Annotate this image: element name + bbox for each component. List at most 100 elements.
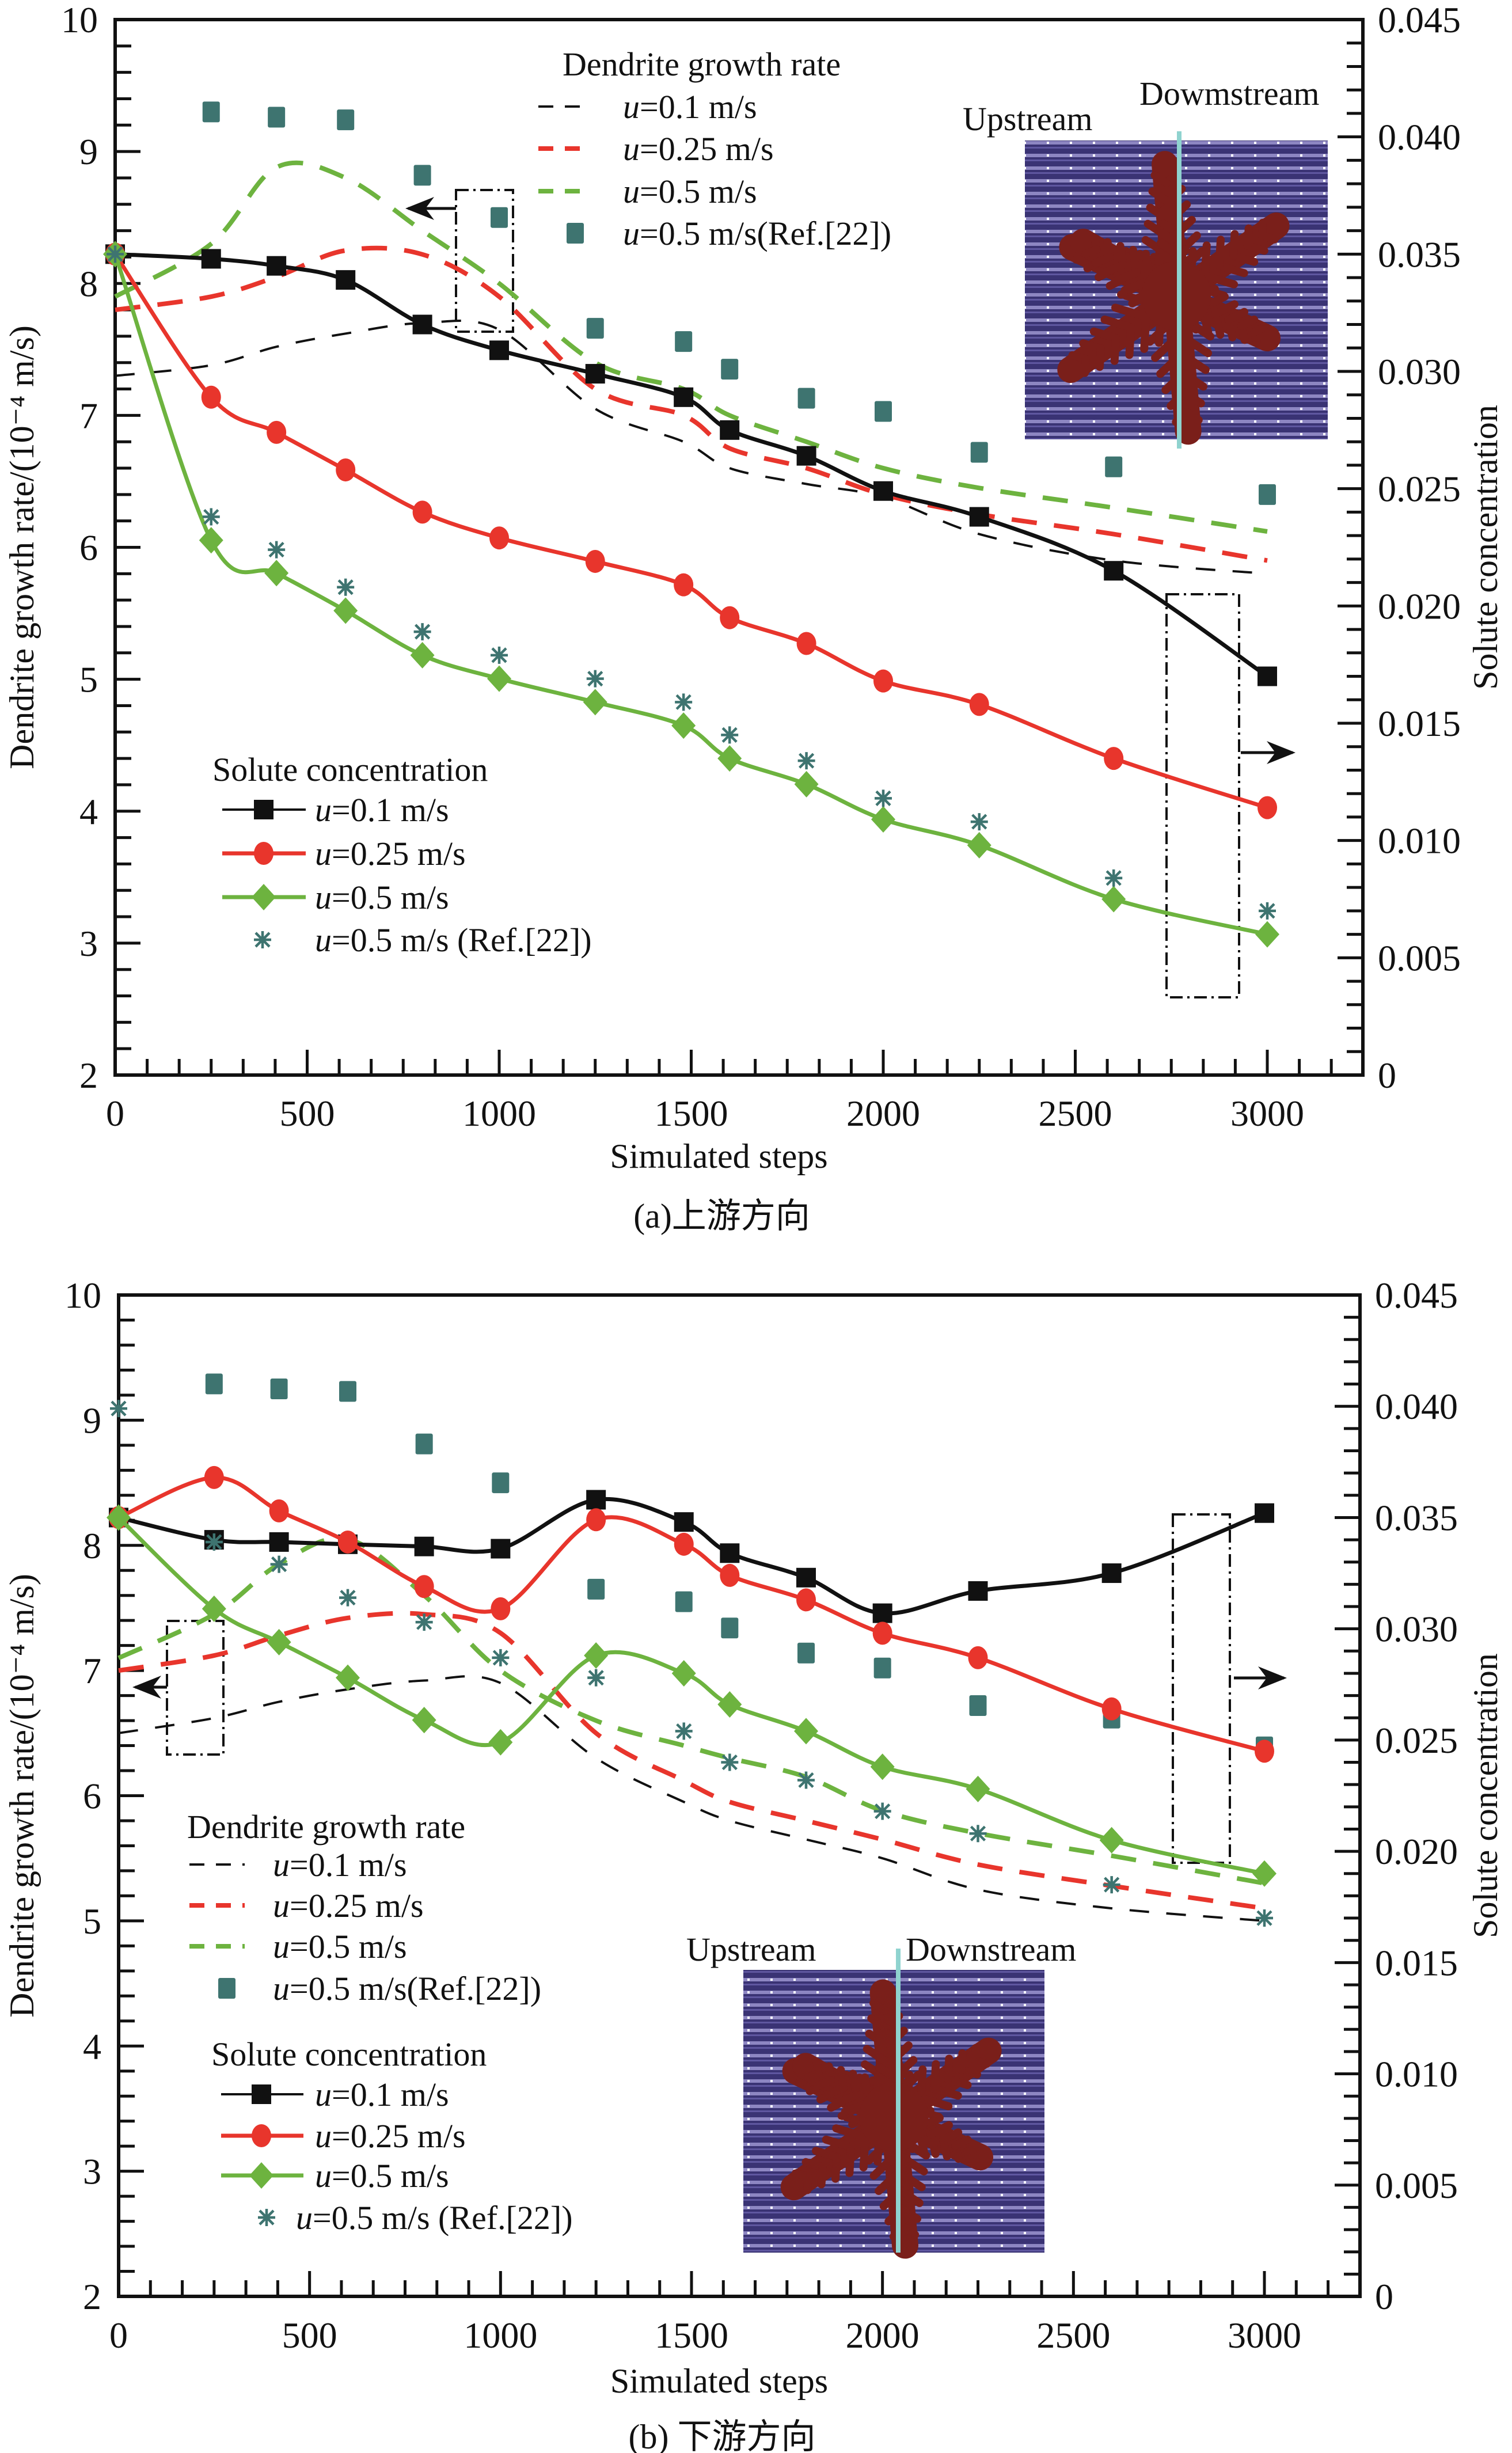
solute-point <box>796 632 816 655</box>
panel-b-downstream: 0 500 1000 1500 2000 2500 3000 2 3 4 5 6 7 8 9 10 0 0.005… <box>3 1275 1505 2453</box>
solute-point <box>968 1646 988 1669</box>
legend-growth-entry: u=0.5 m/s(Ref.[22]) <box>623 215 891 252</box>
solute-point <box>1259 902 1276 920</box>
x-tick-label: 1500 <box>655 1093 728 1134</box>
dendrite-branch <box>877 2045 892 2057</box>
growth-series-2 <box>114 160 1268 534</box>
solute-line <box>117 1475 1265 1753</box>
dendrite-branch <box>1101 261 1127 276</box>
solute-point <box>414 1536 434 1556</box>
y-left-tick-label: 4 <box>83 2026 101 2067</box>
growth-rate-line <box>118 1675 1265 1922</box>
solute-point <box>796 1588 816 1612</box>
legend-growth-entry: u=0.5 m/s(Ref.[22]) <box>273 1970 541 2007</box>
dendrite-branch <box>1177 350 1210 374</box>
solute-point <box>873 481 893 501</box>
growth-ref-point <box>875 401 892 422</box>
growth-rate-line <box>117 1536 1265 1886</box>
solute-point <box>966 1775 990 1802</box>
solute-point <box>797 1771 815 1789</box>
solute-point <box>110 1400 127 1418</box>
y-left-tick-label: 5 <box>83 1901 101 1942</box>
y-left-tick-label: 7 <box>79 395 98 436</box>
y-left-tick-label: 2 <box>79 1055 98 1096</box>
x-tick-label: 3000 <box>1228 2315 1301 2356</box>
y-left-tick-label: 7 <box>83 1650 101 1691</box>
y-right-tick-label: 0.040 <box>1375 1386 1458 1427</box>
legend-ref-square-icon <box>567 223 584 244</box>
solute-callout-box <box>1165 593 1240 998</box>
solute-point <box>796 1567 816 1588</box>
y-right-tick-label: 0.040 <box>1378 117 1461 158</box>
solute-point <box>674 387 694 407</box>
dendrite-branch <box>1258 218 1267 240</box>
y-right-axis-title: Solute concentration <box>1467 405 1505 690</box>
solute-point <box>969 693 989 716</box>
dendrite-branch <box>1095 344 1105 371</box>
legend-growth-entry: u=0.5 m/s <box>623 173 757 210</box>
solute-point <box>414 1575 434 1598</box>
solute-point <box>1104 747 1124 770</box>
dendrite-branch <box>896 2186 924 2207</box>
dendrite-branch <box>899 2223 920 2239</box>
solute-point <box>1101 886 1126 913</box>
y-right-tick-label: 0.025 <box>1378 469 1461 510</box>
solute-point <box>201 249 221 269</box>
solute-point <box>205 1533 223 1551</box>
upstream-label: Upstream <box>963 100 1093 138</box>
solute-point <box>270 1555 288 1573</box>
legend-growth-title: Dendrite growth rate <box>563 45 841 83</box>
x-tick-label: 1000 <box>464 2315 537 2356</box>
solute-point <box>339 1589 356 1607</box>
dendrite-branch <box>867 2014 891 2033</box>
dendrite-branch <box>1211 300 1239 318</box>
y-right-tick-label: 0.015 <box>1375 1942 1458 1983</box>
legend-square-icon <box>252 2084 271 2104</box>
solute-point <box>970 813 988 831</box>
solute-point <box>267 1628 291 1655</box>
growth-series-0 <box>115 319 1268 575</box>
dendrite-branch <box>845 2143 856 2177</box>
legend-growth-entry: u=0.25 m/s <box>623 130 774 168</box>
solute-point <box>336 1664 360 1691</box>
growth-ref-point <box>969 1695 987 1716</box>
solute-point <box>873 1802 891 1820</box>
dendrite-branch <box>917 2094 953 2110</box>
legend-solute-title: Solute concentration <box>211 2036 487 2073</box>
dendrite-branch <box>1237 316 1259 331</box>
dendrite-branch <box>832 2124 869 2141</box>
solute-series-2 <box>107 1504 1277 1887</box>
y-left-tick-label: 10 <box>64 1275 101 1316</box>
solute-point <box>489 340 509 360</box>
solute-point <box>1103 1876 1120 1894</box>
solute-point <box>491 1597 511 1620</box>
dendrite-branch <box>951 2135 972 2150</box>
solute-point <box>336 270 356 290</box>
y-left-tick-label: 2 <box>83 2276 101 2317</box>
solute-point <box>491 646 508 664</box>
solute-point <box>202 508 220 526</box>
x-tick-label: 2500 <box>1036 2315 1110 2356</box>
solute-point <box>413 623 431 641</box>
solute-point <box>969 507 989 527</box>
dendrite-branch <box>1155 248 1177 267</box>
dendrite-branch <box>1243 224 1253 250</box>
dendrite-branch <box>822 2083 848 2099</box>
panel-caption: (a)上游方向 <box>633 1197 810 1235</box>
dendrite-branch <box>1081 245 1101 258</box>
legend-ref-square-icon <box>218 1978 235 1999</box>
legend-solute-entry: u=0.5 m/s (Ref.[22]) <box>296 2199 573 2236</box>
y-right-tick-label: 0.005 <box>1375 2165 1458 2206</box>
y-left-tick-label: 10 <box>61 0 98 40</box>
growth-series-1 <box>118 1611 1265 1911</box>
solute-point <box>488 1729 513 1756</box>
y-left-tick-label: 8 <box>83 1525 101 1566</box>
dendrite-branch <box>1125 323 1135 359</box>
y-right-tick-label: 0.015 <box>1378 703 1461 744</box>
solute-point <box>674 573 694 597</box>
solute-point <box>721 1753 739 1771</box>
dendrite-branch <box>894 2168 926 2192</box>
legend-solute-entry: u=0.5 m/s <box>315 879 449 916</box>
solute-point <box>1101 1697 1122 1721</box>
x-tick-label: 2000 <box>846 1093 920 1134</box>
